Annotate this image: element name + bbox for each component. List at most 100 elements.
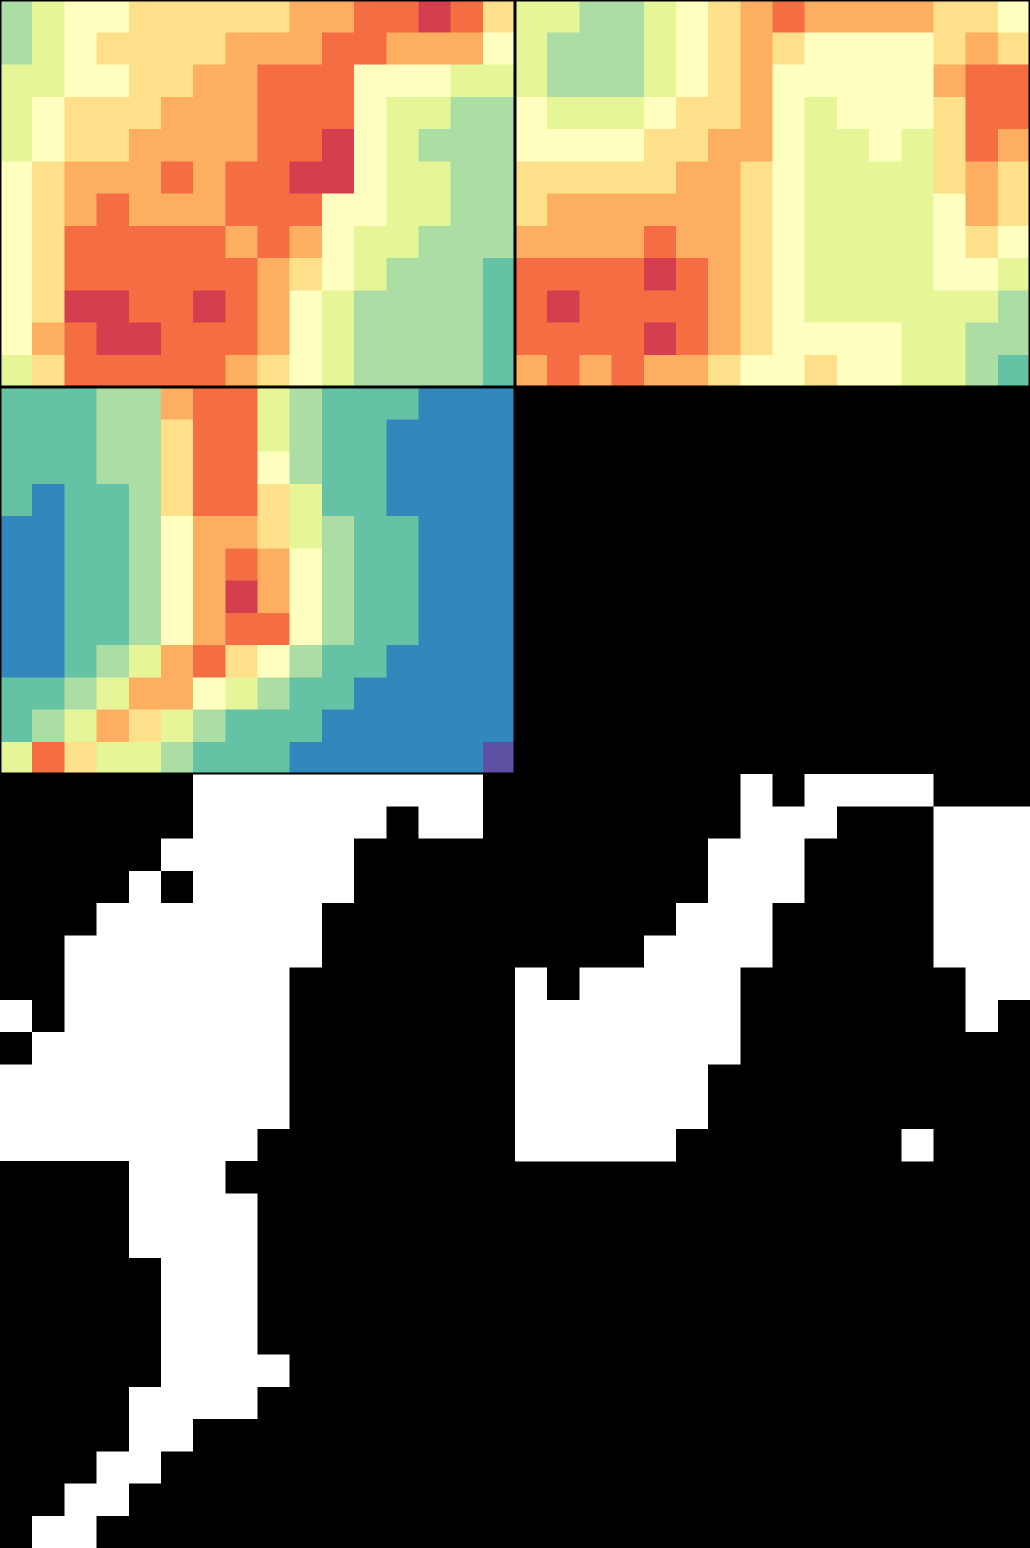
mask-cell [386,1451,419,1484]
mask-cell [836,935,870,968]
heatmap-cell [64,387,98,420]
mask-cell [160,999,194,1033]
mask-cell [869,967,902,1001]
heatmap-cell [32,64,65,98]
heatmap-cell [354,354,387,388]
heatmap-cell [354,516,387,549]
mask-cell [450,1225,484,1259]
mask-cell [482,1096,516,1130]
mask-cell [836,774,870,807]
mask-cell [482,935,516,968]
mask-cell [289,1515,323,1548]
heatmap-cell [160,193,194,227]
mask-cell [354,1161,387,1194]
mask-cell [225,1354,258,1388]
heatmap-cell [321,645,355,678]
mask-cell [0,1354,33,1388]
heatmap-cell [193,709,226,743]
mask-cell [128,1096,162,1130]
mask-cell [675,935,709,968]
mask-cell [933,903,967,936]
mask-cell [611,1064,645,1097]
heatmap-cell [515,161,548,194]
heatmap-cell [708,64,741,98]
mask-cell [64,806,98,839]
mask-cell [32,774,65,807]
mask-cell [418,1225,452,1259]
mask-cell [643,999,677,1033]
heatmap-cell [96,483,130,517]
mask-cell [740,935,773,968]
heatmap-cell [450,64,484,98]
mask-cell [128,967,162,1001]
heatmap-cell [289,290,323,323]
mask-cell [193,999,226,1033]
heatmap-cell [450,451,484,485]
mask-cell [869,774,902,807]
mask-cell [386,1419,419,1452]
mask-cell [354,1290,387,1323]
heatmap-cell [257,354,291,388]
heatmap-cell [675,32,709,65]
heatmap-cell [740,129,773,162]
heatmap-cell [96,419,130,452]
heatmap-cell [193,193,226,227]
heatmap-cell [836,0,870,33]
heatmap-cell [418,64,452,98]
heatmap-cell [128,129,162,162]
mask-cell [965,774,999,807]
mask-cell [193,1128,226,1162]
heatmap-cell [0,709,33,743]
mask-cell [482,1451,516,1484]
mask-cell [321,1193,355,1226]
heatmap-cell [901,193,934,227]
heatmap-cell [289,580,323,614]
mask-cell [997,870,1030,904]
mask-cell [0,967,33,1001]
heatmap-cell [418,161,452,194]
heatmap-cell [96,32,130,65]
mask-cell [579,935,613,968]
mask-cell [675,999,709,1033]
heatmap-cell [225,225,258,259]
heatmap-cell [32,580,65,614]
mask-cell [257,1193,291,1226]
heatmap-cell [482,161,516,194]
mask-cell [321,1161,355,1194]
mask-cell [96,870,130,904]
heatmap-cell [128,741,162,775]
mask-cell [257,1386,291,1420]
heatmap-cell [32,193,65,227]
mask-cell [869,838,902,872]
heatmap-cell [515,0,548,33]
heatmap-cell [997,354,1030,388]
mask-cell [418,1483,452,1517]
mask-cell [160,935,194,968]
heatmap-cell [386,225,419,259]
heatmap-cell [225,645,258,678]
mask-cell [321,1128,355,1162]
mask-cell [675,967,709,1001]
heatmap-cell [32,161,65,194]
mask-cell [225,935,258,968]
mask-cell [418,935,452,968]
mask-cell [386,967,419,1001]
mask-cell [32,935,65,968]
heatmap-cell [933,161,967,194]
mask-cell [611,967,645,1001]
heatmap-cell [193,483,226,517]
mask-cell [193,1419,226,1452]
mask-cell [450,1386,484,1420]
heatmap-cell [321,290,355,323]
mask-cell [386,806,419,839]
heatmap-cell [257,451,291,485]
heatmap-cell [965,258,999,291]
mask-cell [354,1419,387,1452]
mask-cell [579,870,613,904]
heatmap-cell [257,322,291,356]
mask-cell [772,999,806,1033]
heatmap-cell [193,258,226,291]
heatmap-cell [579,354,613,388]
mask-cell [0,806,33,839]
mask-cell [997,774,1030,807]
